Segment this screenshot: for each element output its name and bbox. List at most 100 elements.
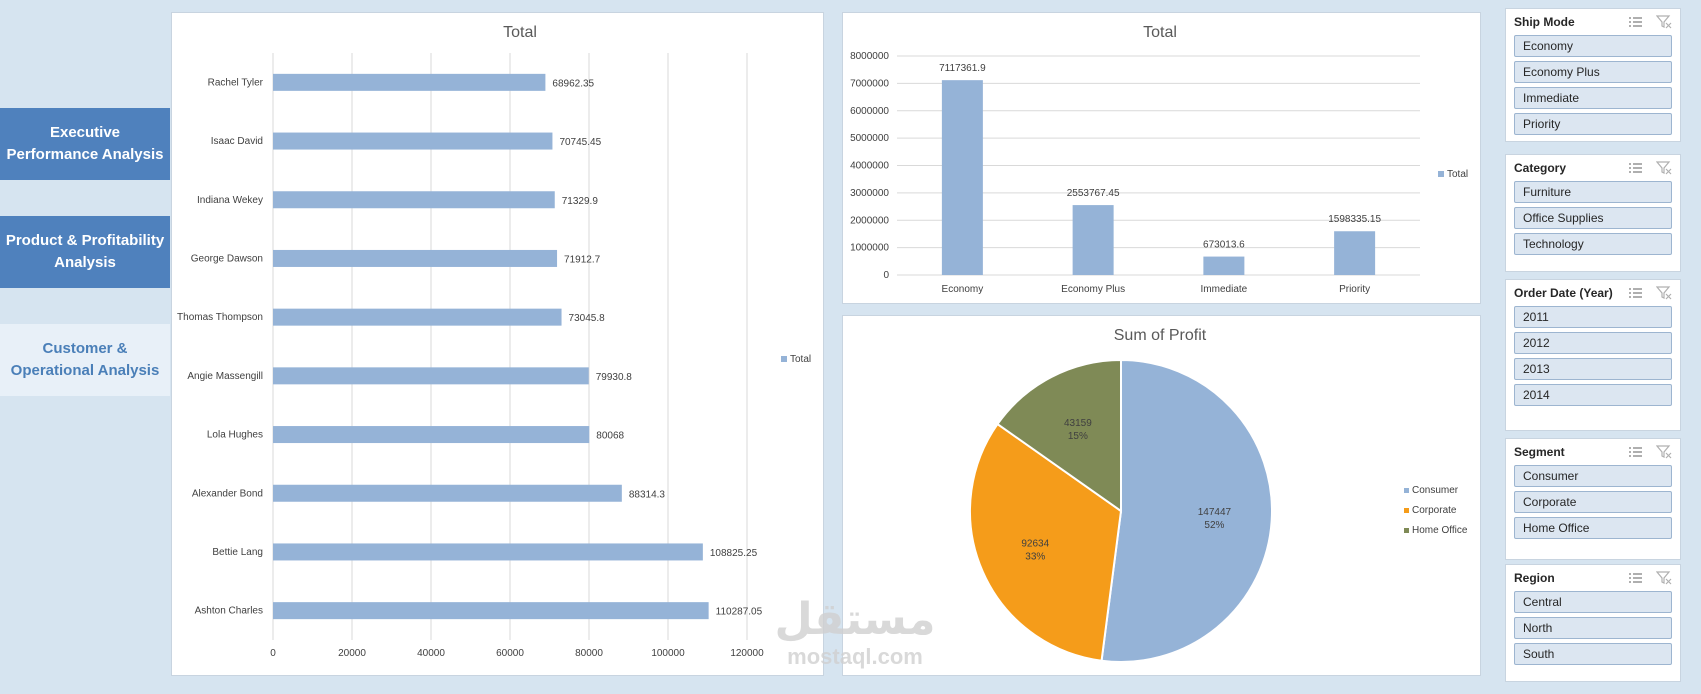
- data-label: 108825.25: [710, 548, 758, 559]
- y-tick-label: Isaac David: [211, 136, 263, 147]
- bar: [1072, 205, 1114, 275]
- slicer-item-home-office[interactable]: Home Office: [1514, 517, 1672, 539]
- y-tick-label: 1000000: [850, 243, 889, 254]
- slicer-region: Region Central North South: [1505, 564, 1681, 682]
- slicer-item-2011[interactable]: 2011: [1514, 306, 1672, 328]
- bar: [941, 80, 983, 275]
- x-tick-label: 40000: [417, 648, 445, 659]
- data-label: 73045.8: [569, 313, 606, 324]
- bar: [273, 132, 553, 150]
- slicer-item-economy[interactable]: Economy: [1514, 35, 1672, 57]
- bar: [1334, 231, 1376, 275]
- x-tick-label: Economy Plus: [1061, 284, 1125, 295]
- slicer-item-immediate[interactable]: Immediate: [1514, 87, 1672, 109]
- customer-total-bar-chart: Total 0 20000 40000 60000 80000 100000 120000 Ra…: [171, 12, 824, 676]
- y-tick-label: Ashton Charles: [195, 606, 263, 617]
- slicer-item-corporate[interactable]: Corporate: [1514, 491, 1672, 513]
- slicer-item-south[interactable]: South: [1514, 643, 1672, 665]
- y-tick-label: 6000000: [850, 106, 889, 117]
- legend-label: Total: [1447, 169, 1468, 180]
- x-tick-label: Economy: [942, 284, 984, 295]
- nav-executive-performance[interactable]: Executive Performance Analysis: [0, 108, 170, 180]
- slicer-item-furniture[interactable]: Furniture: [1514, 181, 1672, 203]
- data-label: 147447: [1198, 507, 1232, 518]
- nav-customer-operational[interactable]: Customer & Operational Analysis: [0, 324, 170, 396]
- multi-select-icon[interactable]: [1628, 445, 1644, 459]
- pie-slice: [996, 358, 1122, 513]
- legend-swatch: [781, 356, 787, 362]
- x-tick-label: Immediate: [1201, 284, 1248, 295]
- slicer-ship-mode: Ship Mode Economy Economy Plus Immediate…: [1505, 8, 1681, 142]
- data-label: 88314.3: [629, 489, 666, 500]
- data-label-percent: 15%: [1068, 431, 1088, 442]
- slicer-title: Segment: [1514, 445, 1565, 459]
- bar: [273, 543, 703, 561]
- shipmode-total-bar-chart: Total 0 1000000 2000000 3000000 4000000 500000…: [842, 12, 1481, 304]
- data-label: 70745.45: [559, 137, 601, 148]
- watermark-latin: mostaql.com: [787, 644, 923, 669]
- bar: [1203, 256, 1245, 275]
- clear-filter-icon[interactable]: [1656, 15, 1672, 29]
- y-tick-label: 2000000: [850, 215, 889, 226]
- segment-profit-pie-chart: Sum of Profit 147447 52% 92634 33% 43159 15% Co…: [842, 315, 1481, 676]
- chart-title: Total: [1143, 24, 1177, 41]
- nav-product-profitability[interactable]: Product & Profitability Analysis: [0, 216, 170, 288]
- pie-slice: [969, 422, 1123, 662]
- legend-swatch: [1404, 528, 1409, 533]
- x-tick-label: 100000: [651, 648, 685, 659]
- segment-profit-svg: Sum of Profit 147447 52% 92634 33% 43159 15% Co…: [969, 327, 1468, 663]
- chart-title: Total: [503, 24, 537, 41]
- bar: [273, 249, 558, 267]
- slicer-item-central[interactable]: Central: [1514, 591, 1672, 613]
- y-tick-label: 7000000: [850, 78, 889, 89]
- clear-filter-icon[interactable]: [1656, 286, 1672, 300]
- bar: [273, 484, 622, 502]
- bar: [273, 367, 589, 385]
- slicer-item-office-supplies[interactable]: Office Supplies: [1514, 207, 1672, 229]
- y-tick-label: Indiana Wekey: [197, 195, 263, 206]
- x-tick-label: 80000: [575, 648, 603, 659]
- customer-total-svg: Total 0 20000 40000 60000 80000 100000 120000 Ra…: [177, 24, 811, 659]
- slicer-item-2012[interactable]: 2012: [1514, 332, 1672, 354]
- slicer-item-priority[interactable]: Priority: [1514, 113, 1672, 135]
- data-label: 1598335.15: [1328, 214, 1381, 225]
- legend-swatch: [1438, 171, 1444, 177]
- multi-select-icon[interactable]: [1628, 15, 1644, 29]
- legend-label: Total: [790, 354, 811, 365]
- slicer-item-2014[interactable]: 2014: [1514, 384, 1672, 406]
- slicer-item-2013[interactable]: 2013: [1514, 358, 1672, 380]
- clear-filter-icon[interactable]: [1656, 571, 1672, 585]
- multi-select-icon[interactable]: [1628, 286, 1644, 300]
- bar: [273, 602, 709, 620]
- legend-swatch: [1404, 488, 1409, 493]
- clear-filter-icon[interactable]: [1656, 161, 1672, 175]
- data-label: 80068: [596, 431, 624, 442]
- legend-label: Consumer: [1412, 485, 1459, 496]
- slicer-order-date-year: Order Date (Year) 2011 2012 2013 2014: [1505, 279, 1681, 431]
- x-tick-label: 60000: [496, 648, 524, 659]
- slicer-title: Order Date (Year): [1514, 286, 1613, 300]
- y-tick-label: 8000000: [850, 51, 889, 62]
- bar: [273, 308, 562, 326]
- data-label: 92634: [1021, 539, 1049, 550]
- multi-select-icon[interactable]: [1628, 161, 1644, 175]
- slicer-item-economy-plus[interactable]: Economy Plus: [1514, 61, 1672, 83]
- shipmode-total-svg: Total 0 1000000 2000000 3000000 4000000 500000…: [850, 24, 1468, 295]
- data-label: 71912.7: [564, 254, 601, 265]
- chart-title: Sum of Profit: [1114, 327, 1207, 344]
- y-tick-label: Thomas Thompson: [177, 312, 263, 323]
- data-label-percent: 33%: [1025, 552, 1045, 563]
- slicer-item-technology[interactable]: Technology: [1514, 233, 1672, 255]
- slicer-item-consumer[interactable]: Consumer: [1514, 465, 1672, 487]
- multi-select-icon[interactable]: [1628, 571, 1644, 585]
- y-tick-label: 3000000: [850, 188, 889, 199]
- x-tick-label: 0: [270, 648, 276, 659]
- watermark-logo: مستقل mostaql.com: [760, 596, 950, 670]
- legend-swatch: [1404, 508, 1409, 513]
- clear-filter-icon[interactable]: [1656, 445, 1672, 459]
- data-label: 71329.9: [562, 196, 599, 207]
- slicer-item-north[interactable]: North: [1514, 617, 1672, 639]
- y-tick-label: Rachel Tyler: [208, 77, 264, 88]
- y-tick-label: George Dawson: [191, 253, 263, 264]
- pie-slice: [1100, 358, 1273, 663]
